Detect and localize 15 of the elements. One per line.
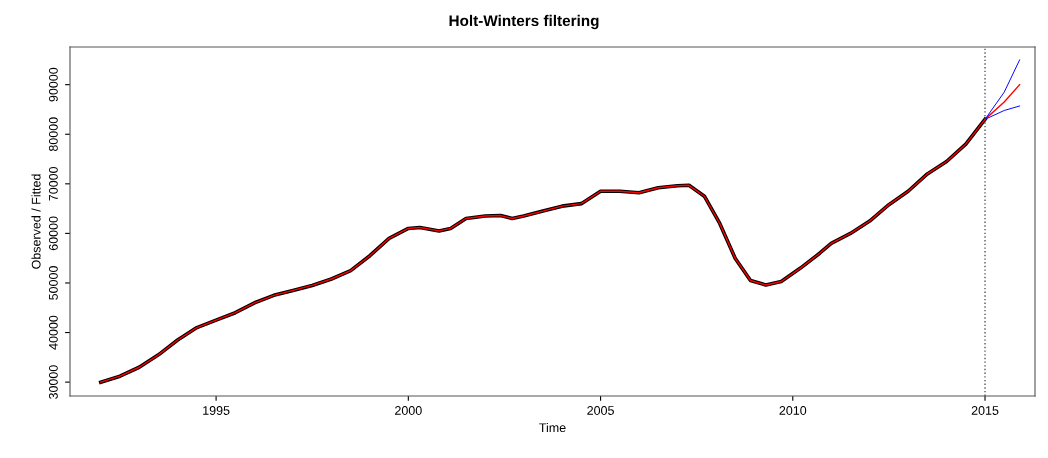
y-tick-label: 70000: [48, 166, 58, 201]
y-tick-label: 90000: [48, 67, 58, 102]
x-axis-title: Time: [539, 422, 566, 433]
y-tick-label: 50000: [48, 266, 58, 300]
chart-title: Holt-Winters filtering: [449, 14, 599, 30]
x-tick-label: 2015: [971, 406, 999, 415]
x-tick-label: 2005: [587, 406, 614, 415]
y-tick-label: 60000: [48, 216, 58, 251]
y-tick-label: 80000: [48, 117, 58, 152]
y-tick-label: 30000: [48, 365, 58, 400]
y-tick-label: 40000: [48, 315, 58, 350]
x-tick-label: 2010: [779, 406, 807, 415]
x-tick-label: 1995: [203, 406, 230, 415]
x-tick-label: 2000: [395, 406, 422, 415]
y-axis-title: Observed / Fitted: [31, 174, 41, 269]
